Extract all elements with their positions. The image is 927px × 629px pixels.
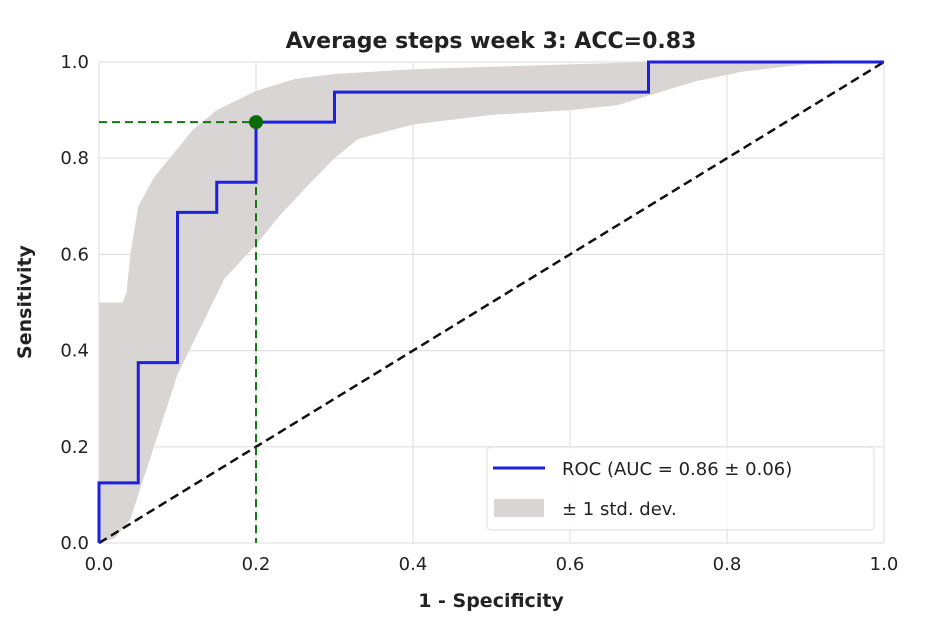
y-tick-label: 1.0: [60, 52, 89, 73]
x-tick-label: 0.4: [399, 554, 428, 575]
legend-box: [486, 446, 875, 531]
roc-curve: [97, 60, 884, 543]
legend-roc-label: ROC (AUC = 0.86 ± 0.06): [562, 459, 792, 480]
x-tick-label: 1.0: [870, 554, 899, 575]
x-tick-label: 0.8: [713, 554, 742, 575]
y-axis-label: Sensitivity: [14, 244, 36, 358]
legend-band-label: ± 1 std. dev.: [562, 499, 677, 520]
y-tick-label: 0.0: [60, 533, 89, 554]
x-axis-label: 1 - Specificity: [418, 590, 564, 612]
legend-band-swatch: [494, 499, 544, 517]
x-tick-label: 0.2: [242, 554, 271, 575]
y-tick-label: 0.4: [60, 341, 89, 362]
x-tick-label: 0.0: [85, 554, 114, 575]
x-tick-label: 0.6: [556, 554, 585, 575]
y-tick-label: 0.2: [60, 437, 89, 458]
chart-title: Average steps week 3: ACC=0.83: [286, 29, 697, 54]
std-band: [99, 62, 884, 543]
y-tick-label: 0.6: [60, 244, 89, 265]
legend: ROC (AUC = 0.86 ± 0.06) ± 1 std. dev.: [486, 446, 875, 531]
operating-point-marker: [249, 115, 263, 130]
ticks: 0.0 0.2 0.4 0.6 0.8 1.0 0.0 0.2 0.4 0.6 0.8 1.0: [60, 52, 898, 575]
y-tick-label: 0.8: [60, 148, 89, 169]
